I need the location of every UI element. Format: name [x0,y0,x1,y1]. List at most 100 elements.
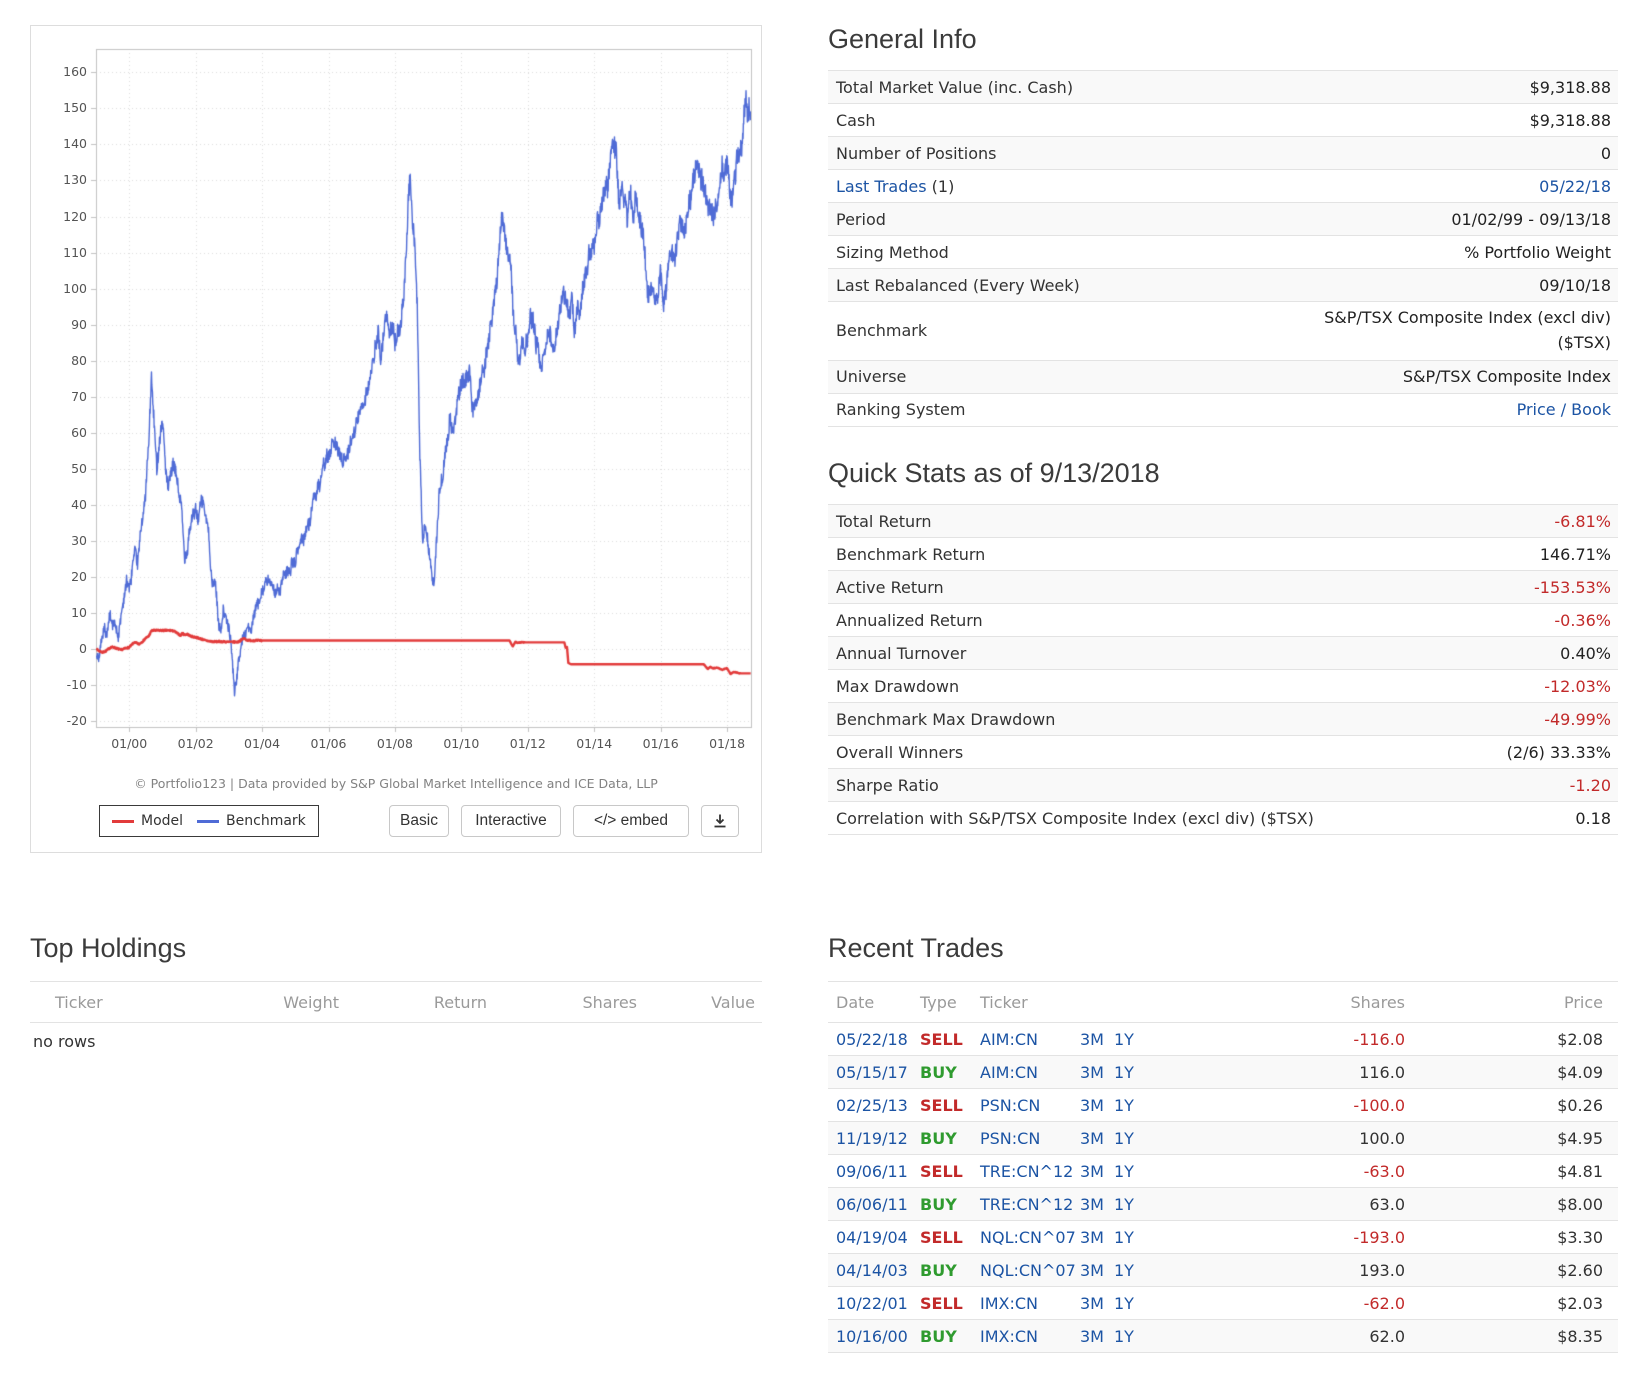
info-row: Last Rebalanced (Every Week) 09/10/18 [828,269,1618,302]
chart-legend: Model Benchmark [99,805,319,837]
trade-date-link[interactable]: 02/25/13 [836,1095,908,1115]
trade-date-link[interactable]: 10/22/01 [836,1293,908,1313]
ticker-link[interactable]: AIM:CN [980,1029,1038,1049]
x-tick-label: 01/08 [376,736,413,751]
recent-trades-title: Recent Trades [828,933,1004,963]
trade-row: 10/22/01 SELL IMX:CN 3M 1Y -62.0 $2.03 [828,1287,1618,1320]
ticker-link[interactable]: NQL:CN^07 [980,1260,1076,1280]
trade-date: 04/19/04 [828,1228,920,1247]
stat-row: Active Return -153.53% [828,571,1618,604]
benchmark-name-line2: ($TSX) [1557,332,1611,352]
range-link-1y[interactable]: 1Y [1113,1326,1134,1346]
info-value: $9,318.88 [1529,110,1611,130]
ticker-link[interactable]: PSN:CN [980,1128,1041,1148]
trade-type: SELL [920,1293,963,1313]
info-value: S&P/TSX Composite Index [1402,367,1611,387]
info-label: Last Rebalanced (Every Week) [836,275,1080,295]
basic-button[interactable]: Basic [389,805,449,837]
trade-ticker: IMX:CN [980,1294,1080,1313]
ticker-link[interactable]: TRE:CN^12 [980,1194,1074,1214]
legend-item-model: Model [112,813,183,829]
trade-shares: 100.0 [1359,1128,1405,1148]
info-value: $9,318.88 [1529,77,1611,97]
range-link-3m[interactable]: 3M [1080,1194,1104,1214]
ticker-link[interactable]: TRE:CN^12 [980,1161,1074,1181]
last-trade-date-link[interactable]: 05/22/18 [1539,176,1611,196]
y-tick-label: 20 [71,568,87,584]
x-tick-label: 01/10 [443,736,480,751]
range-link-1y[interactable]: 1Y [1113,1194,1134,1214]
info-label: Ranking System [836,400,966,420]
info-value: 0 [1600,143,1611,163]
range-link-1y[interactable]: 1Y [1113,1293,1134,1313]
stat-label: Annualized Return [836,610,983,630]
range-link-1y[interactable]: 1Y [1113,1029,1134,1049]
range-link-1y[interactable]: 1Y [1113,1062,1134,1082]
ticker-link[interactable]: AIM:CN [980,1062,1038,1082]
ticker-link[interactable]: IMX:CN [980,1293,1039,1313]
col-header-shares: Shares [1350,992,1405,1012]
trade-shares: -116.0 [1353,1029,1405,1049]
download-button[interactable] [701,805,739,837]
trade-date-link[interactable]: 04/14/03 [836,1260,908,1280]
trade-price: $8.35 [1557,1326,1603,1346]
range-link-3m[interactable]: 3M [1080,1128,1104,1148]
range-link-1y[interactable]: 1Y [1113,1227,1134,1247]
legend-label: Benchmark [226,813,306,829]
trade-price: $4.81 [1557,1161,1603,1181]
trade-date-link[interactable]: 10/16/00 [836,1326,908,1346]
trade-date-link[interactable]: 04/19/04 [836,1227,908,1247]
trade-date: 10/22/01 [828,1294,920,1313]
interactive-button[interactable]: Interactive [461,805,561,837]
range-link-3m[interactable]: 3M [1080,1227,1104,1247]
performance-chart[interactable] [31,26,763,738]
no-rows-message: no rows [33,1032,96,1051]
range-link-3m[interactable]: 3M [1080,1029,1104,1049]
range-link-1y[interactable]: 1Y [1113,1095,1134,1115]
trade-row: 05/22/18 SELL AIM:CN 3M 1Y -116.0 $2.08 [828,1023,1618,1056]
last-trades-count: (1) [926,176,955,196]
range-link-3m[interactable]: 3M [1080,1095,1104,1115]
range-link-3m[interactable]: 3M [1080,1161,1104,1181]
last-trades-link[interactable]: Last Trades [836,176,927,196]
col-header-shares: Shares [582,992,637,1012]
recent-trades-body: 05/22/18 SELL AIM:CN 3M 1Y -116.0 $2.08 05/15/1… [828,1023,1618,1353]
info-row: Number of Positions 0 [828,137,1618,170]
trade-ticker: PSN:CN [980,1129,1080,1148]
range-link-3m[interactable]: 3M [1080,1293,1104,1313]
stat-row: Annualized Return -0.36% [828,604,1618,637]
range-link-3m[interactable]: 3M [1080,1062,1104,1082]
legend-item-benchmark: Benchmark [197,813,306,829]
trade-row: 11/19/12 BUY PSN:CN 3M 1Y 100.0 $4.95 [828,1122,1618,1155]
ticker-link[interactable]: IMX:CN [980,1326,1039,1346]
trade-date-link[interactable]: 05/15/17 [836,1062,908,1082]
x-tick-label: 01/12 [509,736,546,751]
range-link-1y[interactable]: 1Y [1113,1161,1134,1181]
col-header-price: Price [1563,992,1603,1012]
range-link-1y[interactable]: 1Y [1113,1260,1134,1280]
trade-shares: -62.0 [1363,1293,1405,1313]
trade-date-link[interactable]: 11/19/12 [836,1128,908,1148]
stat-row: Max Drawdown -12.03% [828,670,1618,703]
embed-button[interactable]: </> embed [573,805,689,837]
y-tick-label: 50 [71,460,87,476]
ticker-link[interactable]: PSN:CN [980,1095,1041,1115]
info-row: Universe S&P/TSX Composite Index [828,360,1618,394]
trade-type: BUY [920,1194,957,1214]
range-link-3m[interactable]: 3M [1080,1326,1104,1346]
stat-label: Annual Turnover [836,643,967,663]
trade-ticker: PSN:CN [980,1096,1080,1115]
trade-ticker: IMX:CN [980,1327,1080,1346]
col-header-ticker: Ticker [980,992,1028,1012]
range-link-3m[interactable]: 3M [1080,1260,1104,1280]
range-link-1y[interactable]: 1Y [1113,1128,1134,1148]
ticker-link[interactable]: NQL:CN^07 [980,1227,1076,1247]
info-row: Last Trades (1) 05/22/18 [828,170,1618,203]
trade-shares: 116.0 [1359,1062,1405,1082]
trade-date-link[interactable]: 09/06/11 [836,1161,908,1181]
ranking-system-link[interactable]: Price / Book [1516,400,1611,420]
legend-swatch-benchmark-icon [197,819,220,823]
y-tick-label: 130 [63,172,87,188]
trade-date-link[interactable]: 05/22/18 [836,1029,908,1049]
trade-date-link[interactable]: 06/06/11 [836,1194,908,1214]
